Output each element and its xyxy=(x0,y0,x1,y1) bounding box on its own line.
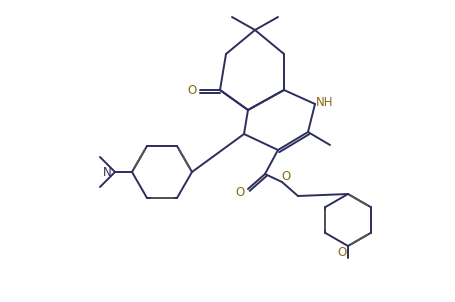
Text: O: O xyxy=(281,169,291,182)
Text: O: O xyxy=(235,187,245,200)
Text: O: O xyxy=(187,83,197,97)
Text: NH: NH xyxy=(316,95,334,108)
Text: O: O xyxy=(337,246,347,259)
Text: N: N xyxy=(103,165,111,178)
